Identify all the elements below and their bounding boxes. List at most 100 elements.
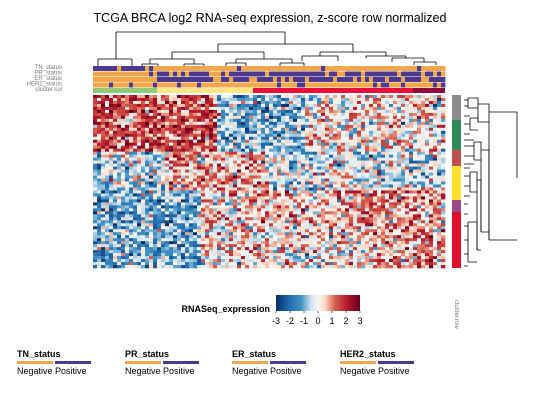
heatmap-cell xyxy=(301,229,306,233)
heatmap-cell xyxy=(125,127,130,132)
heatmap-cell xyxy=(237,220,242,224)
annotation-cell-pr xyxy=(117,71,122,77)
heatmap-cell xyxy=(353,223,358,227)
heatmap-cell xyxy=(169,115,174,120)
heatmap-cell xyxy=(93,154,98,158)
heatmap-cell xyxy=(285,232,290,236)
heatmap-cell xyxy=(341,181,346,185)
heatmap-cell xyxy=(169,193,174,197)
heatmap-cell xyxy=(269,112,274,117)
heatmap-cell xyxy=(249,178,254,182)
heatmap-cell xyxy=(405,121,410,126)
heatmap-cell xyxy=(309,124,314,129)
heatmap-cell xyxy=(181,244,186,248)
heatmap-cell xyxy=(385,130,390,135)
heatmap-cell xyxy=(217,112,222,117)
heatmap-cell xyxy=(201,172,206,176)
heatmap-cell xyxy=(141,184,146,188)
heatmap-cell xyxy=(181,232,186,236)
heatmap-cell xyxy=(125,115,130,120)
annotation-cell-er xyxy=(409,77,414,82)
heatmap-cell xyxy=(349,121,354,126)
heatmap-cell xyxy=(225,211,230,215)
heatmap-cell xyxy=(137,229,142,233)
annotation-cell-tn xyxy=(421,66,426,71)
heatmap-cell xyxy=(293,226,298,230)
heatmap-cell xyxy=(313,214,318,218)
heatmap-cell xyxy=(281,232,286,236)
heatmap-cell xyxy=(249,184,254,188)
heatmap-cell xyxy=(241,232,246,236)
heatmap-cell xyxy=(369,154,374,158)
heatmap-cell xyxy=(221,232,226,236)
heatmap-cell xyxy=(309,142,314,146)
heatmap-cell xyxy=(289,172,294,176)
heatmap-cell xyxy=(101,250,106,254)
heatmap-cell xyxy=(157,229,162,233)
heatmap-cell xyxy=(409,238,414,242)
heatmap-cell xyxy=(413,163,418,167)
heatmap-cell xyxy=(405,163,410,167)
heatmap-cell xyxy=(117,235,122,239)
heatmap-cell xyxy=(285,214,290,218)
heatmap-cell xyxy=(373,151,378,155)
heatmap-cell xyxy=(413,214,418,218)
heatmap-cell xyxy=(105,103,110,108)
heatmap-cell xyxy=(325,235,330,239)
heatmap-cell xyxy=(237,139,242,144)
heatmap-cell xyxy=(217,163,222,167)
heatmap-cell xyxy=(325,190,330,194)
heatmap-cell xyxy=(265,244,270,248)
heatmap-cell xyxy=(397,181,402,185)
heatmap-cell xyxy=(421,193,426,197)
heatmap-cell xyxy=(385,97,390,102)
heatmap-cell xyxy=(305,241,310,245)
heatmap-cell xyxy=(145,130,150,135)
heatmap-cell xyxy=(441,223,446,227)
annotation-cell-tn xyxy=(405,66,410,71)
heatmap-cell xyxy=(405,160,410,164)
heatmap-cell xyxy=(413,130,418,135)
heatmap-cell xyxy=(433,232,438,236)
heatmap-cell xyxy=(357,121,362,126)
heatmap-cell xyxy=(105,232,110,236)
heatmap-cell xyxy=(153,247,158,251)
heatmap-cell xyxy=(101,172,106,176)
heatmap-cell xyxy=(369,175,374,179)
heatmap-cell xyxy=(129,208,134,212)
heatmap-cell xyxy=(245,118,250,123)
heatmap-cell xyxy=(125,211,130,215)
heatmap-cell xyxy=(297,235,302,239)
heatmap-cell xyxy=(229,97,234,102)
annotation-cell-pr xyxy=(289,71,294,77)
heatmap-cell xyxy=(397,232,402,236)
annotation-cell-her2 xyxy=(365,82,370,88)
heatmap-cell xyxy=(425,139,430,144)
heatmap-cell xyxy=(349,205,354,209)
annotation-cell-er xyxy=(165,77,170,82)
heatmap-cell xyxy=(361,148,366,152)
heatmap-cell xyxy=(297,187,302,191)
heatmap-cell xyxy=(193,244,198,248)
heatmap-cell xyxy=(221,139,226,144)
heatmap-cell xyxy=(309,136,314,141)
annotation-cell-pr xyxy=(125,71,130,77)
heatmap-cell xyxy=(117,142,122,146)
heatmap-cell xyxy=(105,199,110,203)
heatmap-cell xyxy=(377,169,382,173)
heatmap-cell xyxy=(329,208,334,212)
heatmap-cell xyxy=(309,160,314,164)
heatmap-cell xyxy=(421,160,426,164)
heatmap-cell xyxy=(209,115,214,120)
heatmap-cell xyxy=(337,121,342,126)
heatmap-cell xyxy=(329,112,334,117)
heatmap-cell xyxy=(173,229,178,233)
heatmap-cell xyxy=(221,202,226,206)
heatmap-cell xyxy=(241,238,246,242)
heatmap-cell xyxy=(281,241,286,245)
heatmap-cell xyxy=(201,211,206,215)
heatmap-cell xyxy=(317,199,322,203)
heatmap-cell xyxy=(329,95,334,99)
heatmap-cell xyxy=(173,172,178,176)
heatmap-cell xyxy=(373,142,378,146)
